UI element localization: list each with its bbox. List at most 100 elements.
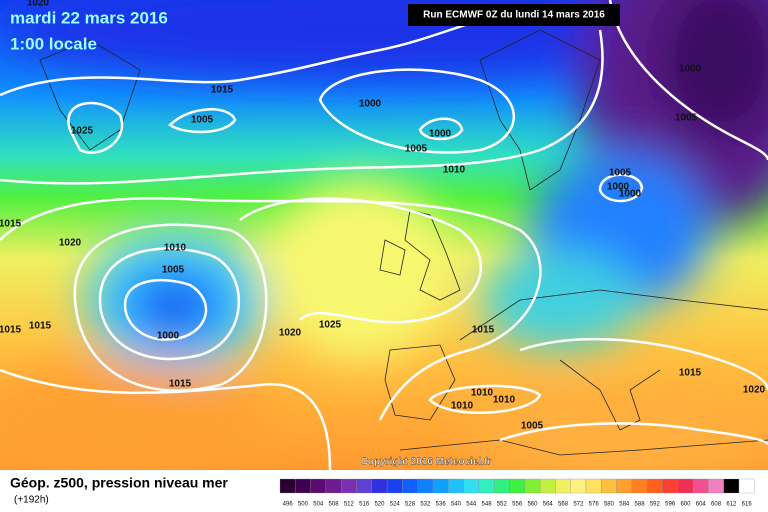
isobar-label: 1000 <box>679 64 702 75</box>
forecast-date: mardi 22 mars 2016 <box>10 8 168 27</box>
scale-swatch <box>494 478 510 494</box>
scale-label: 592 <box>650 502 661 508</box>
isobar-label: 1015 <box>679 368 702 379</box>
scale-swatch <box>356 478 372 494</box>
scale-swatch <box>524 478 541 494</box>
isobar-label: 1005 <box>609 168 632 179</box>
scale-label: 556 <box>512 502 523 508</box>
scale-label: 544 <box>466 502 477 508</box>
scale-swatch <box>478 478 495 494</box>
scale-swatch <box>631 478 648 494</box>
scale-swatch <box>738 478 755 494</box>
isobar-label: 1015 <box>169 379 192 390</box>
isobar-label: 1015 <box>211 85 234 96</box>
scale-label: 536 <box>436 502 447 508</box>
isobar-label: 1005 <box>675 113 698 124</box>
height-field <box>0 0 768 470</box>
copyright: Copyright 2016 Meteociel.fr <box>361 457 492 468</box>
isobar-label: 1005 <box>162 265 185 276</box>
isobar-label: 1000 <box>607 182 630 193</box>
scale-label: 596 <box>665 502 676 508</box>
scale-label: 552 <box>497 502 508 508</box>
isobar-label: 1010 <box>164 243 187 254</box>
isobar-label: 1000 <box>157 331 180 342</box>
scale-label: 524 <box>390 502 401 508</box>
scale-label: 568 <box>558 502 569 508</box>
scale-label: 576 <box>589 502 600 508</box>
scale-swatch <box>509 478 525 494</box>
scale-swatch <box>677 478 694 494</box>
isobar-label: 1000 <box>359 99 382 110</box>
scale-label: 512 <box>344 502 355 508</box>
isobar-label: 1005 <box>191 115 214 126</box>
map: 1020101510051025100010001005101010001005… <box>0 0 768 470</box>
scale-swatch <box>371 478 388 494</box>
isobars <box>0 0 768 470</box>
scale-swatch <box>723 478 740 494</box>
scale-swatch <box>601 478 617 494</box>
scale-label: 496 <box>283 502 294 508</box>
scale-swatch <box>448 478 464 494</box>
scale-swatch <box>555 478 571 494</box>
scale-label: 580 <box>604 502 615 508</box>
isobar-label: 1010 <box>493 395 516 406</box>
isobar-label: 1015 <box>0 219 22 230</box>
run-box <box>408 4 620 26</box>
scale-swatch <box>570 478 587 494</box>
color-scale: 496 500 504 508 512 516 520 524 528 532 536 540 544 5… <box>279 478 755 508</box>
coastlines <box>39 29 768 456</box>
isobar-label: 1000 <box>429 129 452 140</box>
isobar-label: 1025 <box>71 126 94 137</box>
isobar-label: 1010 <box>471 388 494 399</box>
isobar-label: 1000 <box>619 189 642 200</box>
isobar-label: 1020 <box>279 328 302 339</box>
scale-label: 540 <box>451 502 462 508</box>
scale-label: 604 <box>696 502 707 508</box>
isobar-label: 1020 <box>59 238 82 249</box>
isobar-label: 1005 <box>521 421 544 432</box>
scale-swatch <box>295 478 311 494</box>
isobar-label: 1015 <box>0 325 22 336</box>
run-info: Run ECMWF 0Z du lundi 14 mars 2016 <box>423 10 605 21</box>
scale-swatch <box>708 478 724 494</box>
scale-label: 608 <box>711 502 722 508</box>
scale-label: 500 <box>298 502 309 508</box>
scale-swatch <box>341 478 357 494</box>
scale-swatch <box>463 478 480 494</box>
scale-label: 508 <box>329 502 340 508</box>
footer-title: Géop. z500, pression niveau mer <box>10 475 228 491</box>
scale-label: 584 <box>619 502 630 508</box>
scale-swatch <box>417 478 434 494</box>
isobar-label: 1015 <box>29 321 52 332</box>
scale-label: 588 <box>635 502 646 508</box>
scale-label: 520 <box>374 502 385 508</box>
scale-swatch <box>325 478 342 494</box>
isobar-labels: 1020101510051025100010001005101010001005… <box>0 0 766 432</box>
isobar-label: 1010 <box>443 165 466 176</box>
scale-label: 532 <box>420 502 431 508</box>
isobar-label: 1015 <box>472 325 495 336</box>
scale-label: 600 <box>680 502 691 508</box>
footer-lead: (+192h) <box>14 495 49 506</box>
isobar-label: 1010 <box>451 401 474 412</box>
scale-swatch <box>432 478 449 494</box>
scale-swatch <box>539 478 556 494</box>
scale-label: 560 <box>527 502 538 508</box>
scale-label: 564 <box>543 502 554 508</box>
isobar-label: 1020 <box>743 385 766 396</box>
scale-label: 616 <box>742 502 753 508</box>
scale-label: 516 <box>359 502 370 508</box>
isobar-label: 1020 <box>27 0 50 9</box>
scale-swatch <box>647 478 663 494</box>
scale-swatch <box>662 478 678 494</box>
scale-swatch <box>310 478 327 494</box>
isobar-label: 1005 <box>405 144 428 155</box>
isobar-label: 1025 <box>319 320 342 331</box>
scale-label: 504 <box>313 502 324 508</box>
scale-label: 572 <box>573 502 584 508</box>
scale-label: 612 <box>726 502 737 508</box>
scale-label: 528 <box>405 502 416 508</box>
scale-label: 548 <box>482 502 493 508</box>
forecast-time: 1:00 locale <box>10 34 97 53</box>
